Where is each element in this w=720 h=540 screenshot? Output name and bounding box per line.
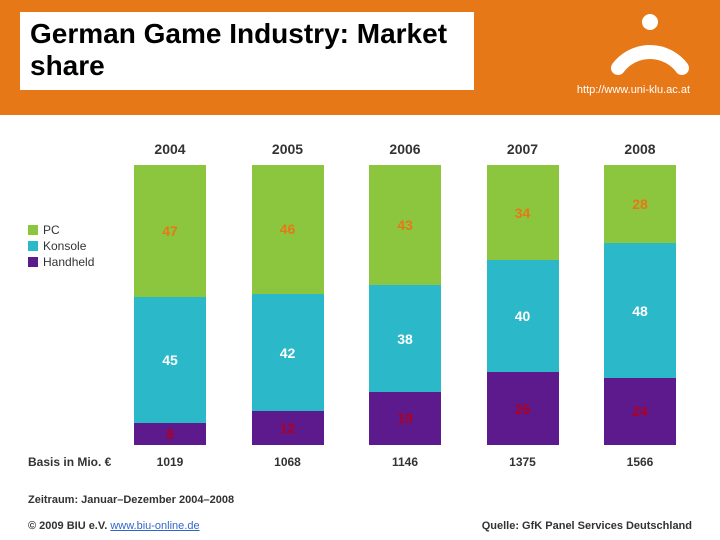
basis-label: Basis in Mio. € [28, 455, 120, 469]
chart-legend: PC Konsole Handheld [28, 223, 94, 271]
segment-handheld: 8 [134, 423, 206, 445]
legend-item-pc: PC [28, 223, 94, 237]
segment-handheld: 12 [252, 411, 324, 445]
segment-konsole: 45 [134, 297, 206, 423]
segment-pc: 46 [252, 165, 324, 294]
footer: Zeitraum: Januar–Dezember 2004–2008 © 20… [0, 494, 720, 540]
column-2007: 2007 344026 [473, 141, 573, 445]
segment-konsole: 48 [604, 243, 676, 377]
university-logo [610, 8, 690, 78]
basis-value: 1566 [590, 455, 690, 469]
header-bar: German Game Industry: Market share http:… [0, 0, 720, 115]
stacked-bar: 47458 [134, 165, 206, 445]
segment-konsole: 40 [487, 260, 559, 372]
legend-label-handheld: Handheld [43, 255, 94, 269]
segment-handheld: 24 [604, 378, 676, 445]
basis-value: 1375 [473, 455, 573, 469]
footer-left: © 2009 BIU e.V. www.biu-online.de [28, 520, 200, 532]
header-url: http://www.uni-klu.ac.at [577, 84, 690, 96]
legend-label-konsole: Konsole [43, 239, 86, 253]
footer-period: Zeitraum: Januar–Dezember 2004–2008 [28, 494, 692, 506]
segment-konsole: 38 [369, 285, 441, 391]
chart-columns: 2004474582005464212200643381920073440262… [120, 125, 690, 445]
column-2008: 2008 284824 [590, 141, 690, 445]
stacked-bar: 284824 [604, 165, 676, 445]
chart-area: PCKonsoleHandheld 2004474582005464212200… [0, 115, 720, 485]
legend-swatch-pc [28, 225, 38, 235]
segment-konsole: 42 [252, 294, 324, 412]
year-label: 2007 [507, 141, 538, 157]
year-label: 2004 [154, 141, 185, 157]
segment-pc: 43 [369, 165, 441, 285]
segment-handheld: 19 [369, 392, 441, 445]
stacked-bar: 433819 [369, 165, 441, 445]
basis-value: 1146 [355, 455, 455, 469]
footer-link[interactable]: www.biu-online.de [110, 520, 199, 532]
year-label: 2006 [389, 141, 420, 157]
legend-item-konsole: Konsole [28, 239, 94, 253]
basis-value: 1068 [238, 455, 338, 469]
footer-copyright: © 2009 BIU e.V. [28, 520, 107, 532]
column-2006: 2006 433819 [355, 141, 455, 445]
page-title: German Game Industry: Market share [30, 18, 460, 82]
year-label: 2008 [624, 141, 655, 157]
segment-pc: 47 [134, 165, 206, 297]
legend-item-handheld: Handheld [28, 255, 94, 269]
basis-row: Basis in Mio. € 1019 1068 1146 1375 1566 [28, 455, 690, 469]
legend-swatch-handheld [28, 257, 38, 267]
stacked-bar: 344026 [487, 165, 559, 445]
stacked-bar: 464212 [252, 165, 324, 445]
segment-pc: 28 [604, 165, 676, 243]
column-2005: 2005 464212 [238, 141, 338, 445]
year-label: 2005 [272, 141, 303, 157]
basis-values: 1019 1068 1146 1375 1566 [120, 455, 690, 469]
column-2004: 2004 47458 [120, 141, 220, 445]
legend-label-pc: PC [43, 223, 60, 237]
segment-pc: 34 [487, 165, 559, 260]
basis-value: 1019 [120, 455, 220, 469]
segment-handheld: 26 [487, 372, 559, 445]
legend-swatch-konsole [28, 241, 38, 251]
title-box: German Game Industry: Market share [20, 12, 474, 90]
footer-source: Quelle: GfK Panel Services Deutschland [482, 520, 692, 532]
